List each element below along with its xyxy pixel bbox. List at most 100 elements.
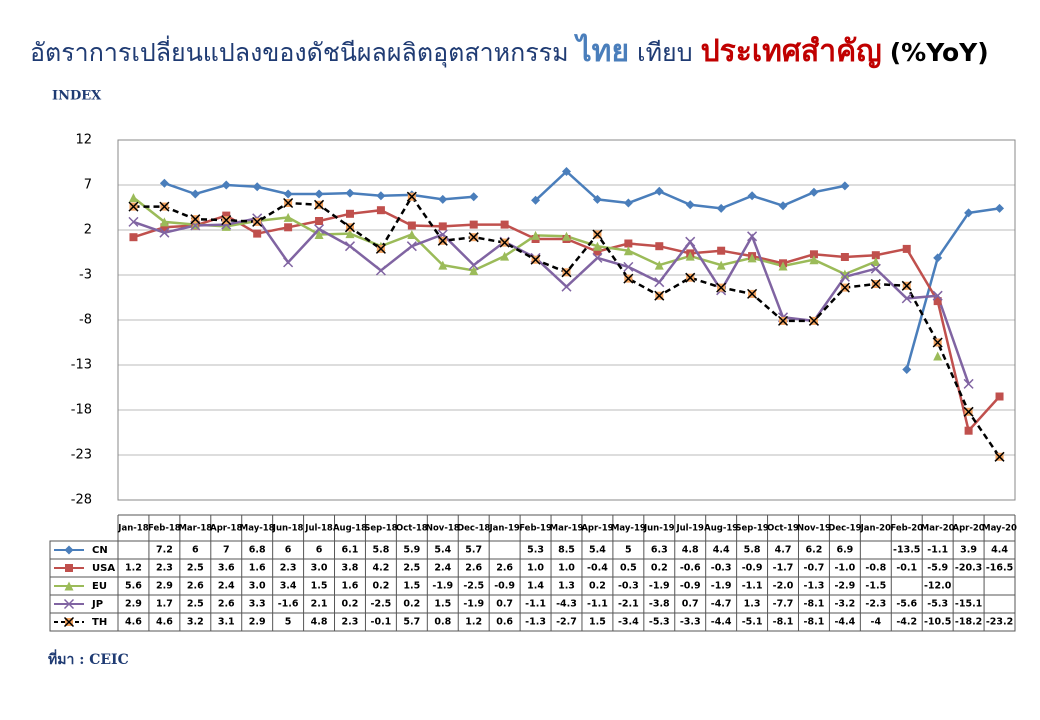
marker-shape (221, 215, 232, 226)
marker-shape (221, 221, 231, 231)
marker-shape (685, 200, 695, 210)
marker (840, 269, 850, 279)
marker (468, 232, 479, 243)
marker (129, 233, 138, 242)
marker (964, 426, 973, 435)
table-cell: 5.6 (125, 581, 142, 592)
table-cell: 1.2 (125, 563, 142, 574)
marker (685, 200, 695, 210)
table-cell: -4.4 (834, 617, 855, 628)
table-cell: 2.5 (403, 563, 420, 574)
table-cell: -5.6 (896, 599, 917, 610)
marker-shape (964, 426, 973, 435)
x-tick-label: Apr-20 (952, 524, 984, 534)
marker (778, 261, 788, 271)
marker-shape (901, 280, 912, 291)
table-cell: 7 (223, 545, 230, 556)
table-cell: -4 (871, 617, 882, 628)
legend-label: TH (92, 617, 107, 628)
marker (283, 212, 293, 222)
table-cell: -1.1 (927, 545, 948, 556)
table-cell: 0.2 (372, 581, 389, 592)
marker (160, 223, 169, 232)
x-tick-label: Jan-19 (488, 524, 519, 534)
marker (376, 206, 385, 215)
table-cell: -0.9 (680, 581, 701, 592)
marker (747, 231, 758, 242)
x-tick-label: Dec-18 (457, 524, 490, 534)
table-cell: -5.3 (649, 617, 670, 628)
marker-shape (222, 211, 231, 220)
marker-shape (933, 351, 943, 361)
marker (839, 271, 850, 282)
marker-shape (777, 315, 789, 326)
title-part: ประเทศสำคัญ (700, 34, 882, 69)
marker-shape (654, 260, 664, 270)
marker-shape (747, 231, 758, 242)
marker (655, 242, 664, 251)
marker (64, 545, 74, 555)
marker-shape (468, 232, 479, 243)
marker-shape (593, 247, 602, 256)
marker-shape (685, 251, 695, 261)
table-cell: 0.2 (651, 563, 668, 574)
table-cell: -4.4 (711, 617, 732, 628)
table-cell: 5.4 (589, 545, 606, 556)
table-cell: 1.5 (434, 599, 451, 610)
table-cell: -1.7 (773, 563, 794, 574)
x-tick-label: Nov-19 (797, 524, 831, 534)
marker-shape (870, 263, 881, 274)
marker-shape (314, 230, 324, 239)
marker (747, 288, 758, 299)
marker (65, 564, 73, 572)
marker-shape (902, 244, 911, 253)
marker-shape (63, 616, 75, 628)
table-cell: 4.4 (713, 545, 730, 556)
marker (902, 365, 912, 374)
marker-shape (624, 239, 633, 248)
marker (933, 351, 943, 361)
table-cell: 1.4 (527, 581, 544, 592)
marker (717, 246, 726, 255)
x-tick-label: Feb-20 (890, 524, 923, 534)
marker-shape (933, 297, 942, 306)
table-cell: -2.7 (556, 617, 577, 628)
marker-shape (716, 203, 726, 213)
marker-shape (654, 277, 665, 288)
table-cell: 4.8 (311, 617, 328, 628)
marker-shape (159, 178, 169, 188)
marker-shape (963, 378, 974, 389)
table-cell: -8.1 (804, 617, 825, 628)
table-cell: -0.6 (680, 563, 701, 574)
x-tick-label: May-19 (611, 524, 646, 534)
marker (314, 224, 325, 235)
marker-shape (64, 545, 74, 555)
marker (345, 229, 355, 239)
marker (190, 189, 200, 199)
marker (283, 189, 293, 199)
marker (964, 208, 974, 218)
table-cell: 2.9 (156, 581, 173, 592)
marker (808, 315, 819, 326)
marker (593, 247, 602, 256)
marker (871, 257, 881, 266)
x-tick-label: Mar-18 (178, 524, 212, 534)
marker-shape (530, 254, 541, 265)
marker (222, 211, 231, 220)
table-cell: -0.9 (742, 563, 763, 574)
table-cell: 2.3 (280, 563, 297, 574)
table-cell: 3.3 (249, 599, 266, 610)
marker-shape (592, 194, 602, 204)
marker (315, 217, 324, 225)
marker (870, 278, 881, 290)
marker (654, 277, 665, 288)
marker-shape (902, 365, 912, 374)
marker-shape (932, 290, 943, 301)
table-cell: 3.9 (960, 545, 977, 556)
table-cell: 7.2 (156, 545, 173, 556)
table-cell: -3.8 (649, 599, 670, 610)
marker-shape (778, 261, 788, 271)
x-tick-label: Jun-18 (272, 524, 304, 534)
marker-shape (995, 392, 1004, 401)
marker (685, 251, 695, 261)
